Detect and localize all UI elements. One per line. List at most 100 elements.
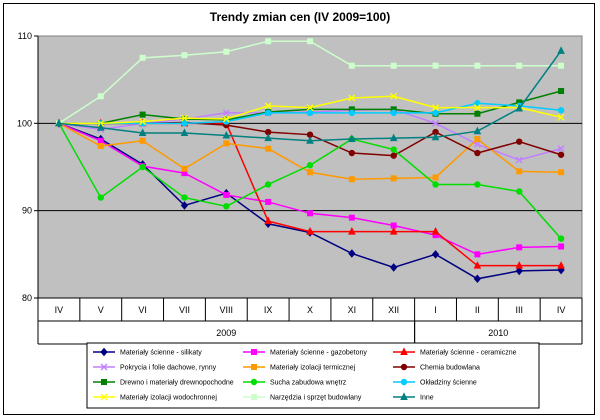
data-point: [558, 169, 565, 176]
data-point: [264, 133, 272, 142]
legend-swatch-marker: [101, 379, 107, 385]
data-point: [222, 115, 230, 123]
data-point-stroke: [390, 92, 398, 100]
data-point: [348, 109, 356, 117]
data-point: [348, 149, 356, 157]
data-point: [264, 216, 272, 225]
legend-item: Narzędzia i sprzęt budowlany: [243, 394, 362, 402]
legend-label: Sucha zabudowa wnętrz: [270, 380, 347, 387]
legend-label: Narzędzia i sprzęt budowlany: [270, 395, 362, 402]
data-point: [390, 263, 398, 272]
x-tick-label: X: [307, 305, 313, 315]
x-tick-label: II: [475, 305, 480, 315]
data-point: [307, 38, 313, 45]
data-point: [432, 119, 440, 127]
data-point: [432, 62, 439, 69]
data-point: [306, 104, 314, 112]
data-point: [389, 133, 398, 142]
data-point: [180, 128, 189, 136]
data-point: [432, 109, 439, 117]
data-point: [558, 62, 565, 69]
legend-item: Sucha zabudowa wnętrz: [243, 378, 347, 387]
data-point: [55, 118, 63, 127]
data-point-stroke: [515, 156, 523, 164]
data-point-stroke: [139, 118, 147, 126]
data-point-stroke: [222, 115, 230, 123]
data-point: [223, 48, 230, 55]
x-tick-label: VI: [138, 305, 147, 315]
data-point-stroke: [557, 113, 565, 121]
legend: Materiały ścienne - silikaty Materiały śc…: [86, 342, 540, 409]
legend-label: Materiały ścienne - ceramiczne: [420, 350, 517, 357]
data-point: [264, 181, 272, 188]
data-point: [432, 181, 439, 188]
data-point: [222, 109, 230, 117]
data-point: [307, 210, 313, 217]
data-point: [348, 227, 356, 235]
legend-swatch-marker: [400, 378, 408, 386]
legend-item: Okładziny ścienne: [393, 378, 477, 387]
data-point: [265, 38, 272, 45]
legend-item: Materiały izolacji termicznej: [243, 364, 356, 372]
chart-svg: Trendy zmian cen (IV 2009=100) 80 90 100 11…: [17, 10, 583, 409]
data-point: [97, 93, 104, 100]
data-point: [307, 169, 313, 176]
data-point: [390, 152, 397, 159]
data-point: [557, 235, 565, 242]
data-point-stroke: [432, 104, 440, 112]
data-point: [348, 176, 355, 183]
legend-item: Materiały ścienne - gazobetony: [243, 349, 367, 357]
legend-item: Materiały ścienne - silikaty: [93, 347, 202, 357]
data-point: [515, 261, 524, 269]
data-point: [473, 140, 481, 148]
data-point: [558, 243, 565, 250]
y-tick-label: 110: [18, 31, 32, 41]
data-point: [181, 165, 188, 172]
data-point: [473, 126, 482, 135]
data-point: [265, 198, 272, 205]
legend-swatch-marker: [251, 364, 257, 370]
series-12: [55, 46, 565, 144]
data-point-stroke: [557, 145, 565, 153]
data-point: [180, 201, 189, 210]
data-point: [181, 52, 188, 59]
data-point: [390, 62, 397, 69]
data-point: [431, 250, 440, 259]
legend-swatch-marker-stroke: [100, 363, 108, 371]
data-point: [306, 162, 314, 169]
data-point: [557, 145, 565, 153]
legend-swatch-marker: [100, 393, 108, 401]
data-point: [97, 194, 104, 201]
data-point-stroke: [180, 114, 188, 122]
data-point: [515, 156, 523, 164]
x-tick-label: III: [515, 305, 523, 315]
data-point: [389, 227, 398, 235]
legend-swatch-marker-stroke: [100, 393, 108, 401]
chart-title: Trendy zmian cen (IV 2009=100): [210, 10, 390, 24]
data-point: [515, 266, 523, 276]
data-point: [516, 62, 523, 69]
y-tick-label: 90: [22, 206, 32, 216]
data-point: [474, 110, 481, 117]
data-point: [348, 249, 356, 258]
data-point: [474, 251, 481, 258]
x-tick-label: XII: [388, 305, 399, 315]
y-tick-label: 80: [22, 293, 32, 303]
data-point: [306, 136, 314, 144]
data-point: [264, 102, 272, 110]
data-point-stroke: [222, 109, 230, 117]
data-point: [432, 104, 440, 112]
data-point: [139, 111, 146, 118]
legend-box: [86, 342, 540, 409]
x-tick-label: VII: [179, 305, 190, 315]
data-point: [557, 113, 565, 121]
data-point: [306, 109, 314, 117]
data-point: [223, 191, 230, 198]
legend-label: Inne: [420, 395, 434, 402]
data-point: [181, 120, 188, 127]
data-point: [557, 107, 565, 114]
data-point: [390, 109, 397, 117]
data-point: [223, 140, 230, 147]
legend-label: Okładziny ścienne: [420, 380, 477, 387]
data-point: [432, 174, 439, 181]
